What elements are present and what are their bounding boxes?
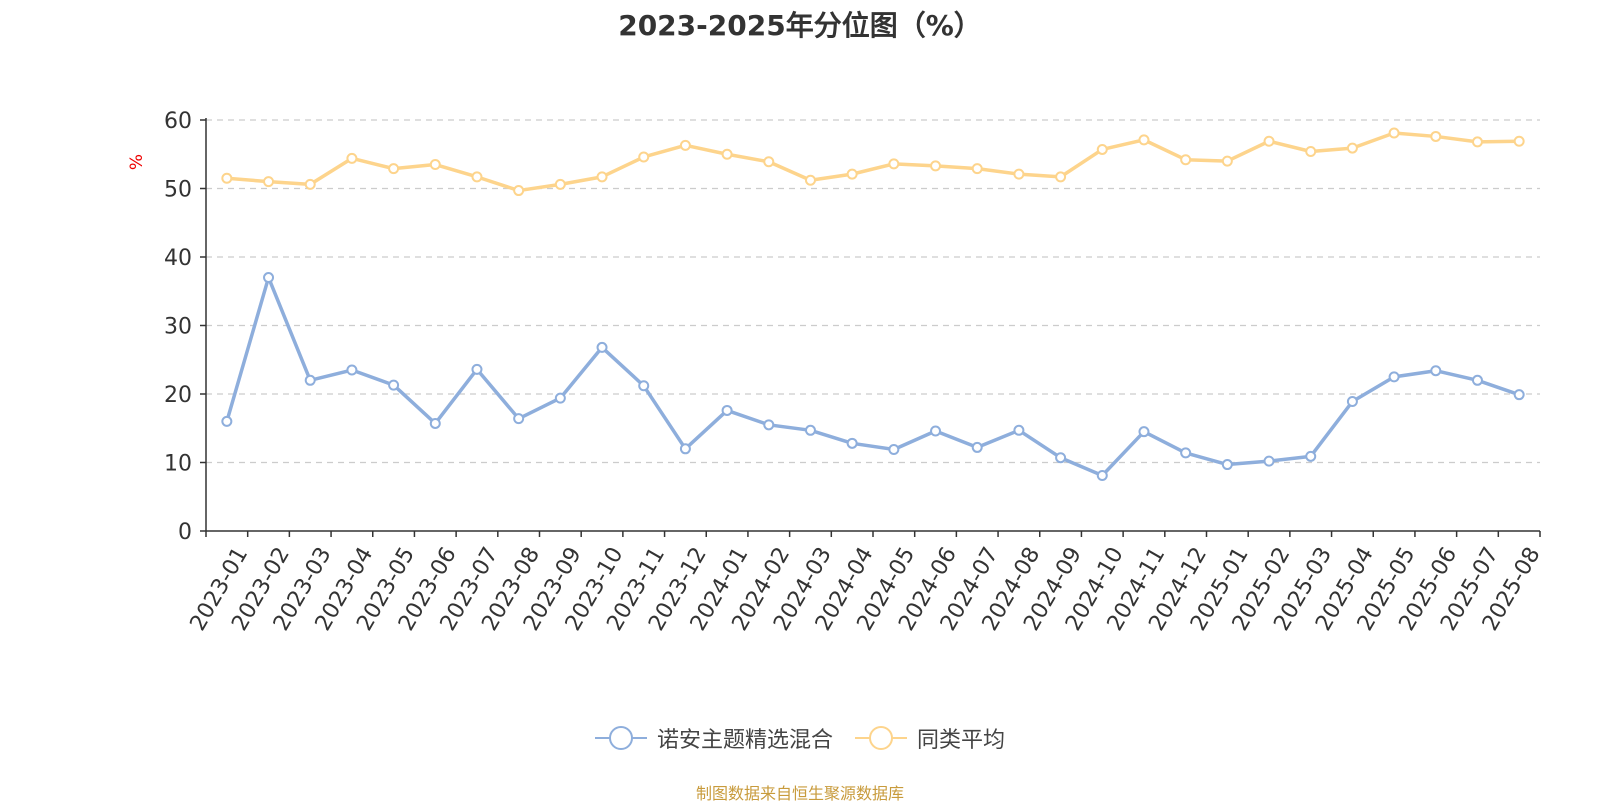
data-point bbox=[1221, 155, 1233, 167]
data-point bbox=[679, 139, 691, 151]
data-point bbox=[1055, 171, 1067, 183]
data-point bbox=[930, 160, 942, 172]
data-point bbox=[554, 392, 566, 404]
data-point bbox=[263, 272, 275, 284]
data-point bbox=[721, 148, 733, 160]
y-tick-label: 30 bbox=[164, 315, 192, 340]
legend: 诺安主题精选混合 同类平均 bbox=[0, 722, 1600, 754]
data-point bbox=[1263, 135, 1275, 147]
legend-line-circle-icon bbox=[855, 726, 907, 750]
data-point bbox=[1388, 371, 1400, 383]
data-point bbox=[221, 172, 233, 184]
data-point bbox=[763, 156, 775, 168]
data-point bbox=[1513, 389, 1525, 401]
series-line-1 bbox=[225, 275, 1521, 478]
legend-item-series-1[interactable]: 诺安主题精选混合 bbox=[594, 722, 833, 754]
data-point bbox=[971, 441, 983, 453]
legend-line-circle-icon bbox=[594, 726, 647, 750]
data-point bbox=[679, 443, 691, 455]
data-point bbox=[1096, 470, 1108, 482]
data-point bbox=[513, 413, 525, 425]
data-point bbox=[471, 363, 483, 375]
data-point bbox=[304, 374, 316, 386]
data-point bbox=[221, 415, 233, 427]
legend-label: 同类平均 bbox=[917, 728, 1006, 753]
data-point bbox=[388, 163, 400, 175]
data-point bbox=[1138, 426, 1150, 438]
data-point bbox=[429, 417, 441, 429]
data-point bbox=[1305, 146, 1317, 158]
data-point bbox=[388, 379, 400, 391]
data-point bbox=[304, 178, 316, 190]
data-point bbox=[263, 176, 275, 188]
y-axis-label: % bbox=[127, 154, 147, 170]
grid-lines bbox=[206, 119, 1540, 464]
data-point bbox=[971, 163, 983, 175]
source-note: 制图数据来自恒生聚源数据库 bbox=[695, 784, 904, 803]
legend-item-series-2[interactable]: 同类平均 bbox=[855, 722, 1005, 754]
y-tick-label: 60 bbox=[164, 109, 192, 134]
data-point bbox=[1305, 450, 1317, 462]
data-point bbox=[804, 174, 816, 186]
data-point bbox=[1263, 455, 1275, 467]
data-point bbox=[804, 424, 816, 436]
data-point bbox=[1513, 135, 1525, 147]
data-point bbox=[638, 151, 650, 163]
legend-label: 诺安主题精选混合 bbox=[656, 728, 833, 753]
data-point bbox=[1430, 365, 1442, 377]
data-point bbox=[1471, 136, 1483, 148]
data-point bbox=[763, 419, 775, 431]
series-line-2 bbox=[225, 131, 1521, 193]
data-point bbox=[846, 168, 858, 180]
data-point bbox=[638, 380, 650, 392]
data-point bbox=[888, 443, 900, 455]
data-point bbox=[429, 159, 441, 171]
data-point bbox=[1180, 154, 1192, 166]
y-tick-label: 40 bbox=[164, 246, 192, 271]
data-point bbox=[1346, 142, 1358, 154]
data-point bbox=[1221, 459, 1233, 471]
data-point bbox=[846, 437, 858, 449]
data-point bbox=[1346, 396, 1358, 408]
data-point bbox=[1096, 143, 1108, 155]
data-point bbox=[471, 171, 483, 183]
data-point bbox=[1471, 374, 1483, 386]
data-point bbox=[596, 171, 608, 183]
y-tick-label: 20 bbox=[164, 383, 192, 408]
y-tick-label: 50 bbox=[164, 178, 192, 203]
y-tick-label: 0 bbox=[178, 520, 192, 545]
y-tick-label: 10 bbox=[164, 452, 192, 477]
data-point bbox=[1055, 452, 1067, 464]
data-point bbox=[1430, 130, 1442, 142]
data-point bbox=[596, 341, 608, 353]
data-point bbox=[888, 158, 900, 170]
data-point bbox=[513, 185, 525, 197]
series-lines bbox=[221, 127, 1525, 482]
data-point bbox=[346, 364, 358, 376]
data-point bbox=[1138, 134, 1150, 146]
chart-title: 2023-2025年分位图（%） bbox=[618, 9, 982, 42]
axes bbox=[200, 118, 1541, 537]
data-point bbox=[1180, 447, 1192, 459]
data-point bbox=[554, 178, 566, 190]
data-point bbox=[346, 152, 358, 164]
data-point bbox=[721, 404, 733, 416]
data-point bbox=[930, 425, 942, 437]
data-point bbox=[1013, 424, 1025, 436]
data-point bbox=[1013, 168, 1025, 180]
data-point bbox=[1388, 127, 1400, 139]
